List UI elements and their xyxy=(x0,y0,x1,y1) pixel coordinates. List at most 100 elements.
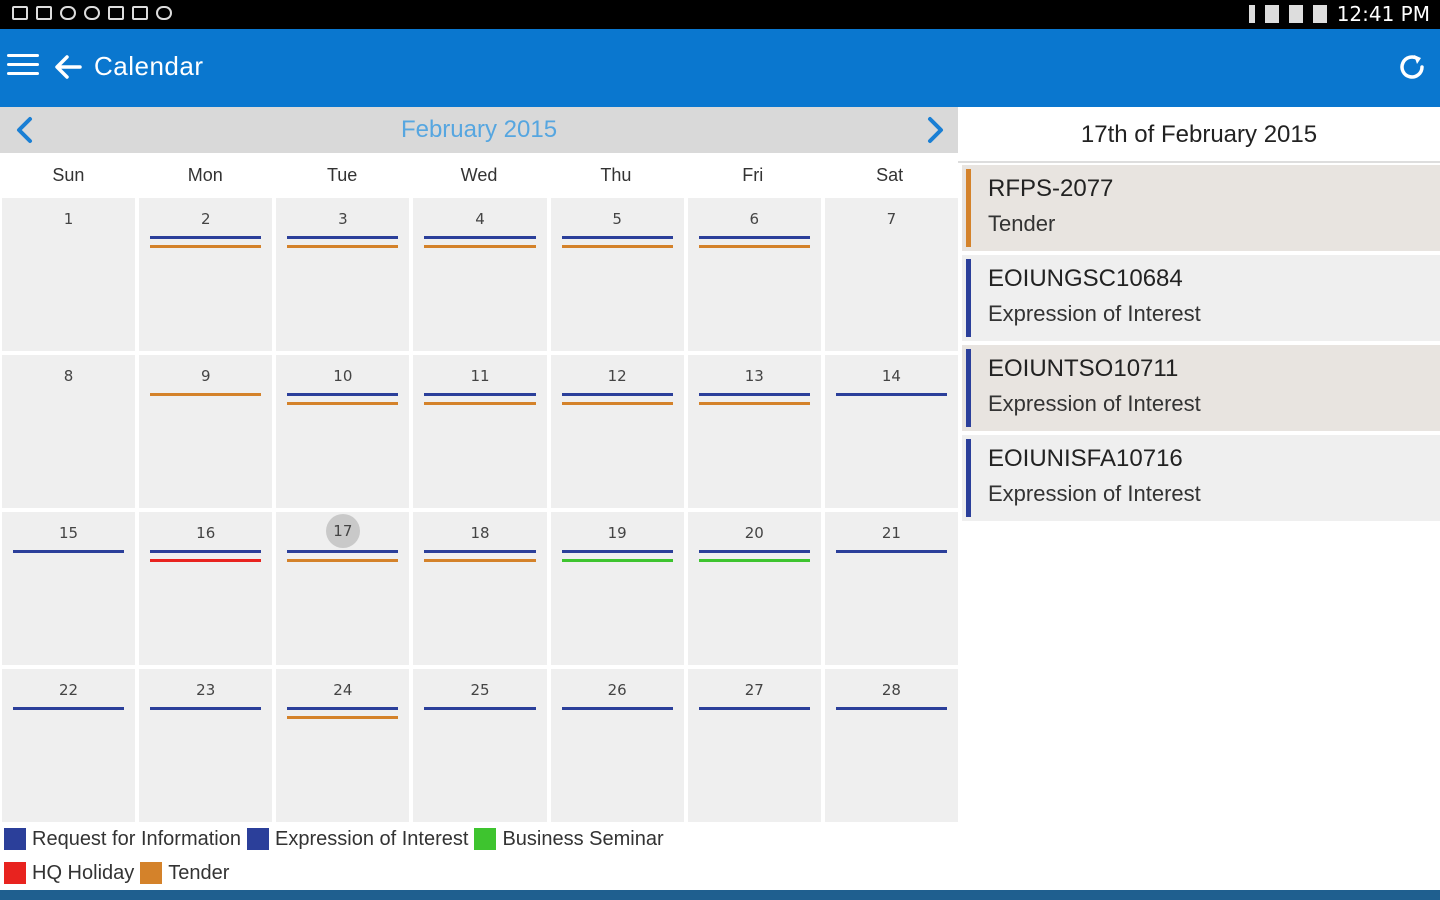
event-markers xyxy=(698,236,810,254)
event-marker-eoi xyxy=(150,236,262,239)
mute-icon xyxy=(1264,5,1279,23)
event-code: EOIUNGSC10684 xyxy=(988,265,1183,292)
hamburger-menu-icon[interactable] xyxy=(7,54,39,78)
day-number: 15 xyxy=(59,524,79,542)
event-markers xyxy=(150,393,262,402)
calendar-day-cell[interactable]: 21 xyxy=(824,512,958,665)
event-markers xyxy=(150,550,262,568)
legend-label: Request for Information xyxy=(32,827,241,850)
legend-item: HQ Holiday xyxy=(4,862,134,885)
calendar-day-cell[interactable]: 26 xyxy=(550,669,684,822)
calendar-grid: 1 2 3 4 5 6 7 8 9 10 11 12 13 14 15 16 17 18 19 20 21 22 23 24 2… xyxy=(0,198,958,822)
event-marker-tender xyxy=(287,716,399,719)
calendar-day-cell[interactable]: 5 xyxy=(550,198,684,351)
weekday-label: Sun xyxy=(52,165,85,185)
legend-swatch xyxy=(4,828,26,850)
calendar-day-cell[interactable]: 19 xyxy=(550,512,684,665)
selected-day-number: 17 xyxy=(325,514,360,548)
notification-icons xyxy=(12,6,172,20)
event-code: EOIUNTSO10711 xyxy=(988,355,1179,382)
event-marker-tender xyxy=(698,402,810,405)
calendar-day-cell[interactable]: 22 xyxy=(2,669,136,822)
event-marker-tender xyxy=(561,245,673,248)
calendar-day-cell[interactable]: 13 xyxy=(687,355,821,508)
calendar-day-cell[interactable]: 9 xyxy=(139,355,273,508)
event-marker-tender xyxy=(424,402,536,405)
calendar-day-cell[interactable]: 28 xyxy=(824,669,958,822)
event-list-item[interactable]: EOIUNGSC10684 Expression of Interest xyxy=(962,255,1440,341)
event-marker-tender xyxy=(698,245,810,248)
next-month-chevron-icon[interactable] xyxy=(920,113,950,147)
event-marker-eoi xyxy=(698,393,810,396)
event-markers xyxy=(13,550,125,559)
event-color-stripe xyxy=(966,259,971,337)
bottom-bar xyxy=(0,890,1440,900)
day-number: 6 xyxy=(749,210,760,228)
event-marker-tender xyxy=(424,559,536,562)
calendar-day-cell[interactable]: 4 xyxy=(413,198,547,351)
calendar-day-cell[interactable]: 10 xyxy=(276,355,410,508)
calendar-day-cell[interactable]: 20 xyxy=(687,512,821,665)
calendar-day-cell[interactable]: 23 xyxy=(139,669,273,822)
event-type: Tender xyxy=(988,211,1056,236)
event-marker-holiday xyxy=(150,559,262,562)
legend-item: Request for Information xyxy=(4,828,241,851)
calendar-day-cell[interactable]: 7 xyxy=(824,198,958,351)
event-code: RFPS-2077 xyxy=(988,175,1114,202)
day-number: 5 xyxy=(612,210,622,228)
day-number: 14 xyxy=(881,367,901,385)
event-markers xyxy=(287,393,399,411)
event-markers xyxy=(561,707,673,716)
calendar-day-cell[interactable]: 14 xyxy=(824,355,958,508)
day-number: 26 xyxy=(607,681,627,699)
event-marker-tender xyxy=(561,402,673,405)
calendar-day-cell[interactable]: 2 xyxy=(139,198,273,351)
status-bar: 12:41 PM xyxy=(0,0,1440,29)
day-number: 9 xyxy=(200,367,211,385)
event-marker-eoi xyxy=(287,236,399,239)
day-number: 7 xyxy=(886,210,897,228)
calendar-day-cell[interactable]: 25 xyxy=(413,669,547,822)
day-number: 10 xyxy=(333,367,353,385)
day-number: 22 xyxy=(59,681,79,699)
back-arrow-icon[interactable] xyxy=(52,49,84,85)
calendar-day-cell[interactable]: 1 xyxy=(2,198,136,351)
event-markers xyxy=(561,393,673,411)
weekday-label: Wed xyxy=(460,165,498,185)
weekday-label: Sat xyxy=(876,165,904,185)
event-markers xyxy=(287,707,399,725)
calendar-day-cell[interactable]: 15 xyxy=(2,512,136,665)
day-number: 28 xyxy=(881,681,901,699)
refresh-icon[interactable] xyxy=(1396,51,1428,83)
legend: Request for Information Expression of Int… xyxy=(0,822,958,890)
calendar-day-cell[interactable]: 11 xyxy=(413,355,547,508)
event-marker-eoi xyxy=(561,393,673,396)
calendar-day-cell[interactable]: 8 xyxy=(2,355,136,508)
day-detail-panel: 17th of February 2015 RFPS-2077 Tender EOI… xyxy=(958,107,1440,890)
day-number: 25 xyxy=(470,681,490,699)
event-list-item[interactable]: EOIUNISFA10716 Expression of Interest xyxy=(962,435,1440,521)
event-marker-eoi xyxy=(150,707,262,710)
calendar-day-cell[interactable]: 3 xyxy=(276,198,410,351)
mail-icon xyxy=(84,6,100,20)
calendar-day-cell[interactable]: 12 xyxy=(550,355,684,508)
event-marker-seminar xyxy=(561,559,673,562)
calendar-day-cell[interactable]: 24 xyxy=(276,669,410,822)
legend-swatch xyxy=(140,862,163,884)
event-markers xyxy=(424,550,536,568)
event-list-item[interactable]: RFPS-2077 Tender xyxy=(962,165,1440,251)
calendar-day-cell[interactable]: 18 xyxy=(413,512,547,665)
event-marker-tender xyxy=(287,245,399,248)
legend-label: HQ Holiday xyxy=(32,861,135,884)
day-number: 11 xyxy=(470,367,490,385)
legend-item: Expression of Interest xyxy=(247,828,468,851)
legend-row: HQ Holiday Tender xyxy=(0,856,958,890)
calendar-day-cell[interactable]: 17 xyxy=(276,512,410,665)
calendar-day-cell[interactable]: 27 xyxy=(687,669,821,822)
previous-month-chevron-icon[interactable] xyxy=(10,113,40,147)
event-list-item[interactable]: EOIUNTSO10711 Expression of Interest xyxy=(962,345,1440,431)
calendar-day-cell[interactable]: 16 xyxy=(139,512,273,665)
calendar-day-cell[interactable]: 6 xyxy=(687,198,821,351)
legend-label: Tender xyxy=(168,861,230,884)
event-markers xyxy=(561,550,673,568)
